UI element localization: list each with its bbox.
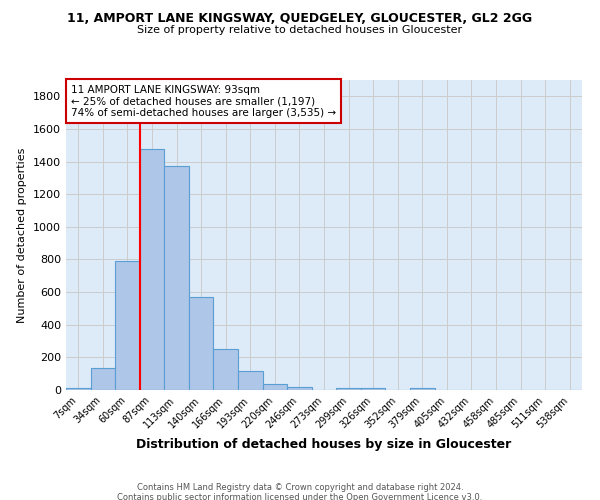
Text: 11, AMPORT LANE KINGSWAY, QUEDGELEY, GLOUCESTER, GL2 2GG: 11, AMPORT LANE KINGSWAY, QUEDGELEY, GLO… [67,12,533,26]
Bar [287,386,312,390]
Text: Contains HM Land Registry data © Crown copyright and database right 2024.: Contains HM Land Registry data © Crown c… [137,482,463,492]
X-axis label: Distribution of detached houses by size in Gloucester: Distribution of detached houses by size … [136,438,512,451]
Bar [115,261,140,390]
Text: Size of property relative to detached houses in Gloucester: Size of property relative to detached ho… [137,25,463,35]
Bar [214,349,238,390]
Bar [66,388,91,390]
Y-axis label: Number of detached properties: Number of detached properties [17,148,28,322]
Text: Contains public sector information licensed under the Open Government Licence v3: Contains public sector information licen… [118,492,482,500]
Bar [164,166,189,390]
Bar [410,388,434,390]
Text: 11 AMPORT LANE KINGSWAY: 93sqm
← 25% of detached houses are smaller (1,197)
74% : 11 AMPORT LANE KINGSWAY: 93sqm ← 25% of … [71,84,336,118]
Bar [263,384,287,390]
Bar [91,368,115,390]
Bar [189,297,214,390]
Bar [336,388,361,390]
Bar [140,148,164,390]
Bar [238,371,263,390]
Bar [361,388,385,390]
